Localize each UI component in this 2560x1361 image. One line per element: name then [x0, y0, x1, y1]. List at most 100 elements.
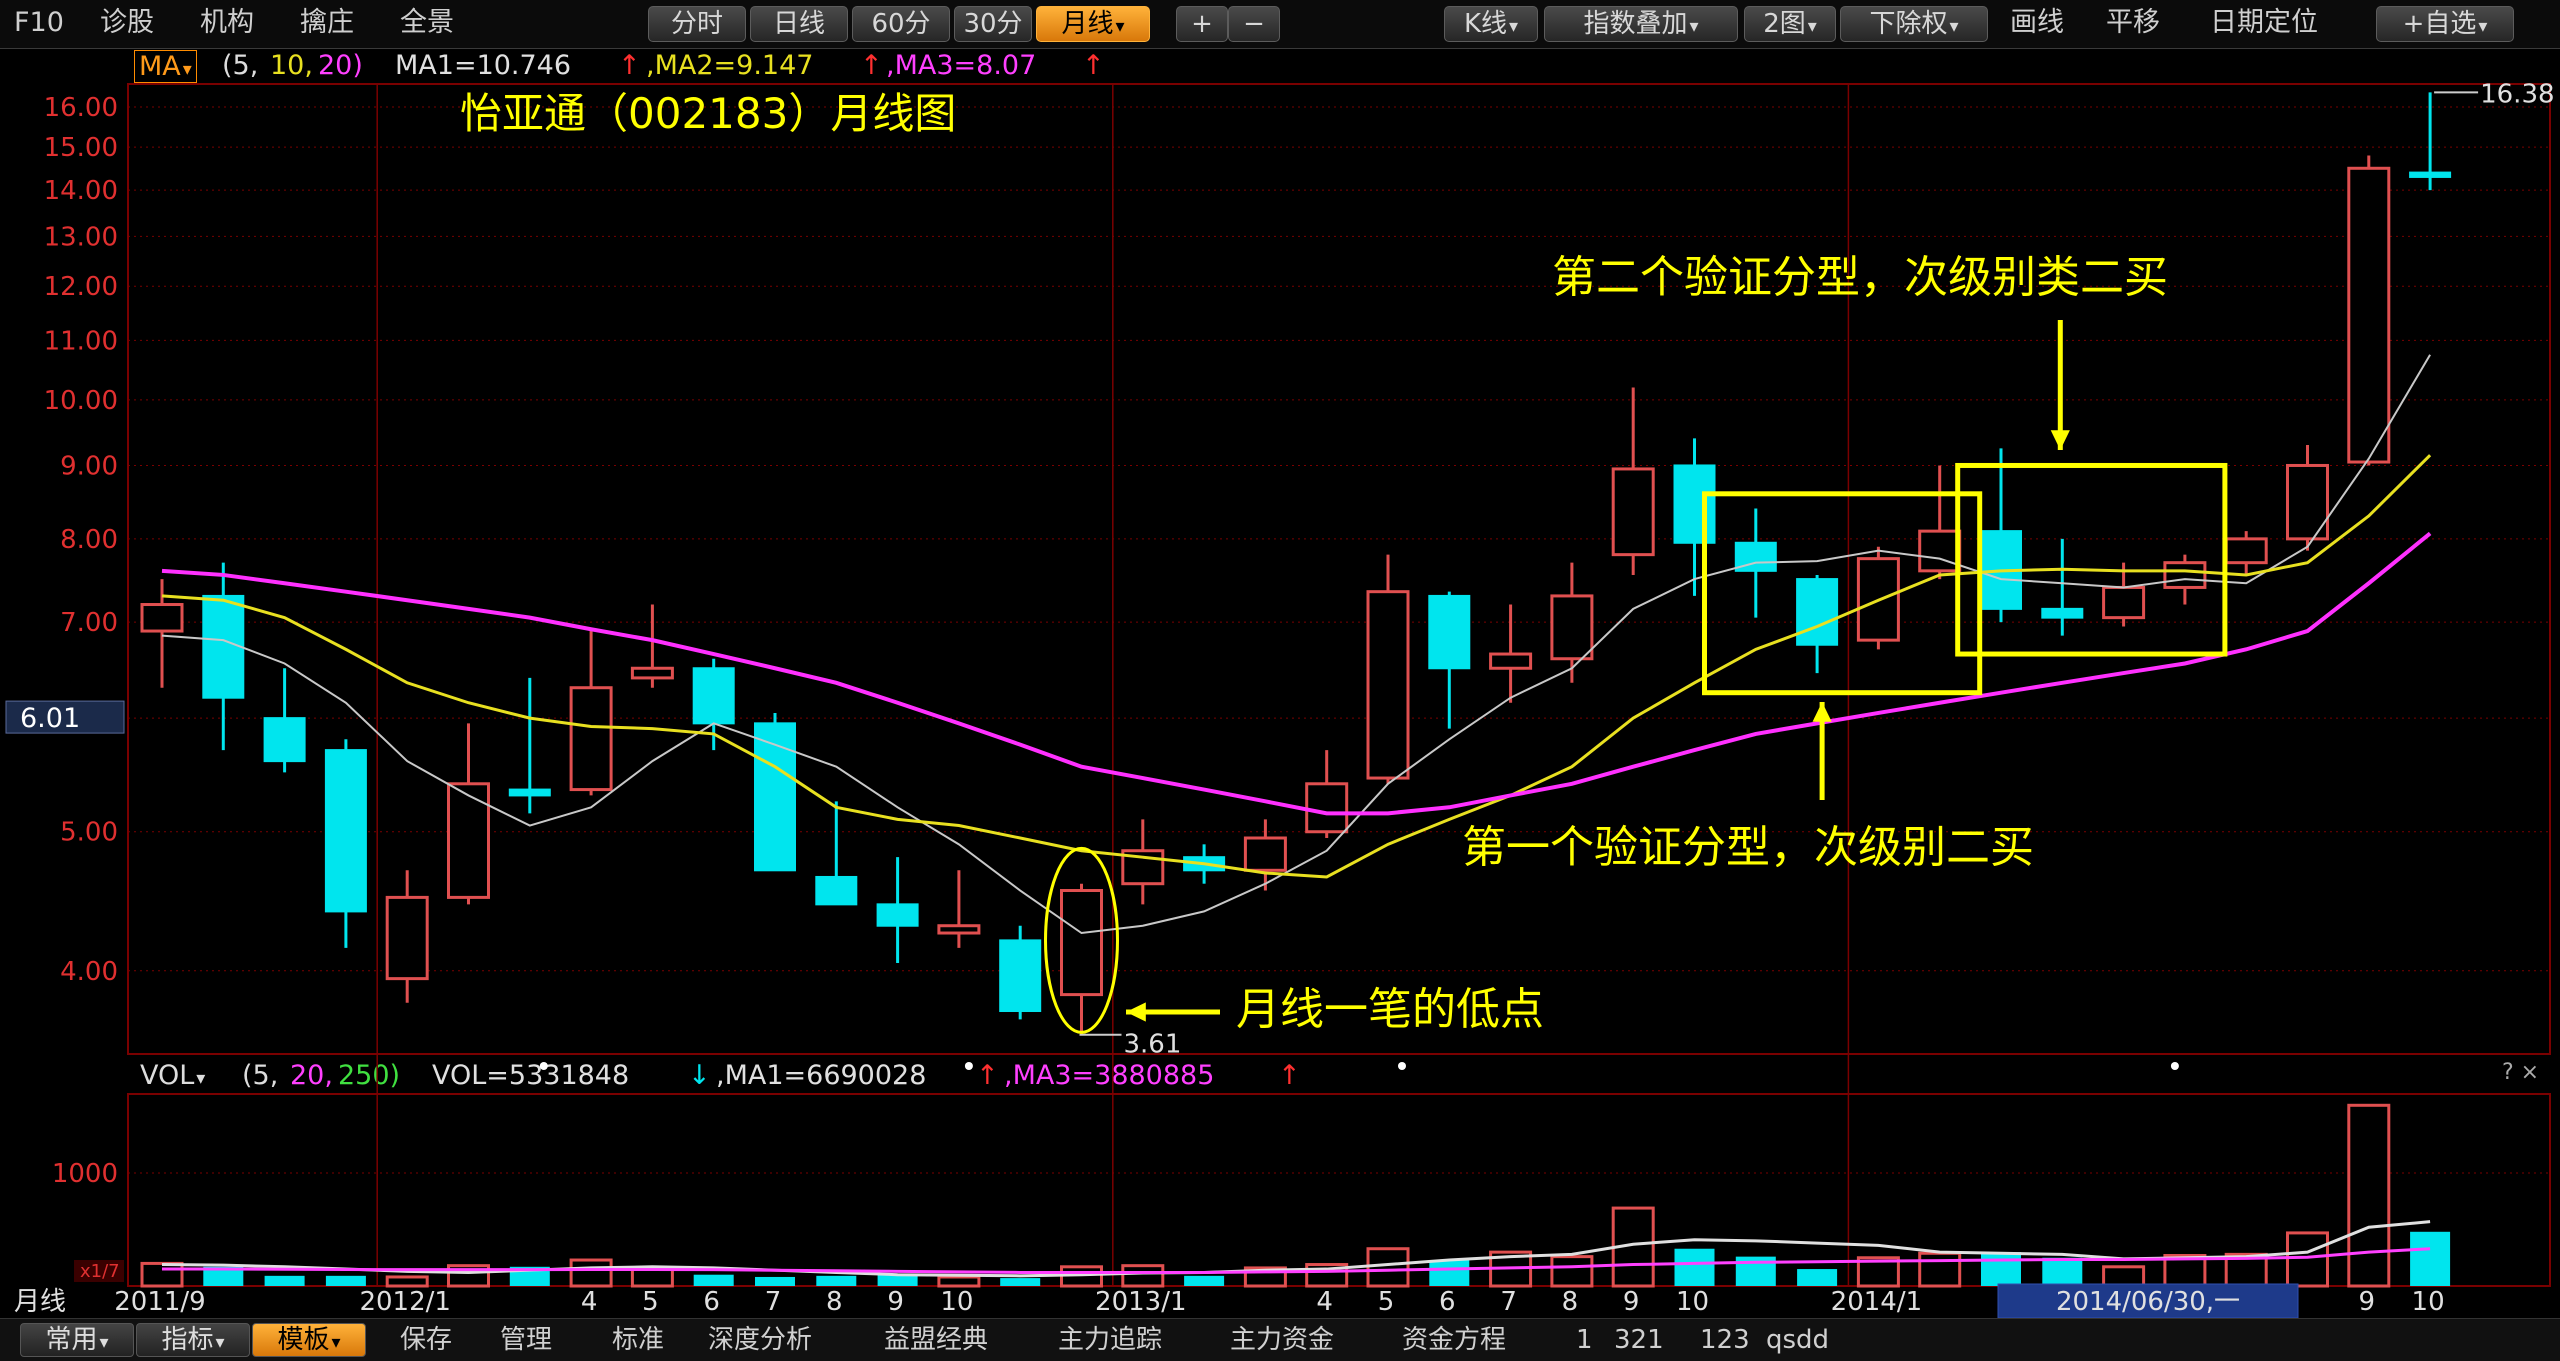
chart-title: 怡亚通（002183）月线图: [460, 89, 956, 138]
tab-321[interactable]: 321: [1614, 1325, 1664, 1355]
chart-count-dropdown[interactable]: 2图: [1744, 6, 1836, 42]
candle-body-up: [1366, 590, 1410, 780]
x-tick-label: 9: [887, 1287, 904, 1317]
current-price-label: 6.01: [20, 703, 80, 734]
volume-bar-down: [1674, 1248, 1715, 1286]
x-tick-label: 7: [1500, 1287, 1517, 1317]
institution-button[interactable]: 机构: [200, 7, 254, 38]
vol-param-20: 20,: [290, 1060, 333, 1091]
zoom-in-button[interactable]: +: [1176, 6, 1228, 42]
candle-body-down: [754, 722, 796, 872]
template-button[interactable]: 模板: [252, 1323, 366, 1357]
fractal-box-2: [1955, 462, 2228, 657]
tab-main-force-capital[interactable]: 主力资金: [1230, 1325, 1335, 1355]
candle-body-down: [692, 667, 735, 725]
annotation-text: 第一个验证分型，次级别二买: [1462, 822, 2034, 873]
x-tick-label: 4: [581, 1287, 598, 1317]
fractal-box-1: [1702, 491, 1983, 696]
save-button[interactable]: 保存: [400, 1325, 453, 1355]
ma3-up-arrow: ↑: [1082, 50, 1105, 81]
vol-ma1-arrow: ↑: [976, 1060, 999, 1091]
x-tick-label: 9: [2359, 1287, 2376, 1317]
tab-standard[interactable]: 标准: [612, 1325, 665, 1355]
tab-monthly[interactable]: 月线: [1036, 6, 1150, 42]
vol-down-arrow: ↓: [688, 1060, 711, 1091]
f10-button[interactable]: F10: [14, 7, 64, 38]
watchlist-dropdown[interactable]: +自选: [2376, 6, 2514, 42]
zoom-out-button[interactable]: −: [1228, 6, 1280, 42]
volume-bar-up: [140, 1261, 184, 1288]
y-tick-label: 4.00: [60, 957, 118, 987]
volume-scale-label: x1/7: [80, 1261, 120, 1282]
candle-body-down: [1673, 464, 1716, 544]
ma3-value: ,MA3=8.07: [886, 50, 1037, 81]
x-tick-label: 10: [1676, 1287, 1709, 1317]
volume-bar-up: [2102, 1265, 2146, 1288]
arrow-low-point-head: [1126, 1002, 1146, 1022]
low-point-ellipse: [1044, 846, 1119, 1034]
volume-bar-down: [264, 1275, 305, 1286]
x-tick-label: 4: [1316, 1287, 1333, 1317]
price-y-axis: 4.005.006.007.008.009.0010.0011.0012.001…: [5, 93, 125, 1282]
ma-lines: [161, 354, 2432, 935]
y-tick-label: 9.00: [60, 451, 118, 481]
candle-body-up: [1060, 889, 1103, 997]
volume-bar-down: [877, 1274, 918, 1286]
annotation-text: 第二个验证分型，次级别类二买: [1552, 252, 2168, 303]
vol-value: VOL=5331848: [432, 1060, 630, 1091]
vol-param-250: 250): [338, 1060, 401, 1091]
pan-button[interactable]: 平移: [2106, 7, 2160, 38]
tab-main-force-track[interactable]: 主力追踪: [1058, 1325, 1163, 1355]
date-locate-button[interactable]: 日期定位: [2210, 7, 2318, 38]
tab-daily[interactable]: 日线: [750, 6, 848, 42]
candle-body-up: [385, 895, 429, 981]
tab-capital-equation[interactable]: 资金方程: [1402, 1325, 1507, 1355]
ma-indicator-selector[interactable]: MA: [134, 50, 197, 83]
tab-deep-analysis[interactable]: 深度分析: [708, 1325, 813, 1355]
price-panel-border: [127, 83, 2551, 1055]
tab-emoney-classic[interactable]: 益盟经典: [884, 1325, 989, 1355]
common-button[interactable]: 常用: [20, 1323, 134, 1357]
tab-qsdd[interactable]: qsdd: [1766, 1325, 1830, 1355]
candle-body-down: [1428, 594, 1471, 670]
current-price-box: [5, 700, 125, 734]
y-tick-label: 13.00: [44, 222, 118, 252]
candle-body-down: [1796, 578, 1839, 646]
indicator-button[interactable]: 指标: [136, 1323, 250, 1357]
manage-button[interactable]: 管理: [500, 1325, 553, 1355]
volume-bar-up: [1918, 1251, 1962, 1288]
volume-bar-down: [693, 1274, 734, 1286]
vol-panel-help-close[interactable]: ? ×: [2502, 1060, 2540, 1085]
tab-intraday[interactable]: 分时: [648, 6, 746, 42]
ma-param-10: 10,: [270, 50, 313, 81]
panorama-button[interactable]: 全景: [400, 7, 454, 38]
tab-60min[interactable]: 60分: [852, 6, 950, 42]
ma-param-20: 20): [318, 50, 363, 81]
vol-indicator-selector[interactable]: VOL: [140, 1060, 205, 1091]
x-tick-label: 7: [765, 1287, 782, 1317]
vol-ma1-value: ,MA1=6690028: [716, 1060, 927, 1091]
tab-1[interactable]: 1: [1576, 1325, 1593, 1355]
banker-button[interactable]: 擒庄: [300, 7, 354, 38]
separator-dot: [2170, 1062, 2179, 1070]
y-tick-label: 14.00: [44, 176, 118, 206]
volume-ma-line-2: [162, 1247, 2431, 1274]
tab-30min[interactable]: 30分: [954, 6, 1032, 42]
x-tick-label: 2014/1: [1831, 1287, 1922, 1317]
volume-bar-up: [2286, 1231, 2329, 1288]
candle-body-down: [2041, 607, 2084, 619]
tab-123[interactable]: 123: [1700, 1325, 1750, 1355]
ma-params-prefix: (5,: [222, 50, 259, 81]
x-tick-label: 9: [1623, 1287, 1640, 1317]
diagnose-button[interactable]: 诊股: [100, 7, 154, 38]
vol-ma3-value: ,MA3=3880885: [1004, 1060, 1215, 1091]
candle-body-up: [2102, 585, 2146, 620]
ex-rights-dropdown[interactable]: 下除权: [1840, 6, 1988, 42]
kline-dropdown[interactable]: K线: [1444, 6, 1538, 42]
index-overlay-dropdown[interactable]: 指数叠加: [1544, 6, 1738, 42]
draw-line-button[interactable]: 画线: [2010, 7, 2064, 38]
volume-bar-up: [569, 1258, 613, 1288]
kline-chart[interactable]: 4.005.006.007.008.009.0010.0011.0012.001…: [0, 0, 2560, 1318]
ma-line-1: [161, 354, 2431, 935]
volume-bar-down: [1000, 1278, 1041, 1286]
